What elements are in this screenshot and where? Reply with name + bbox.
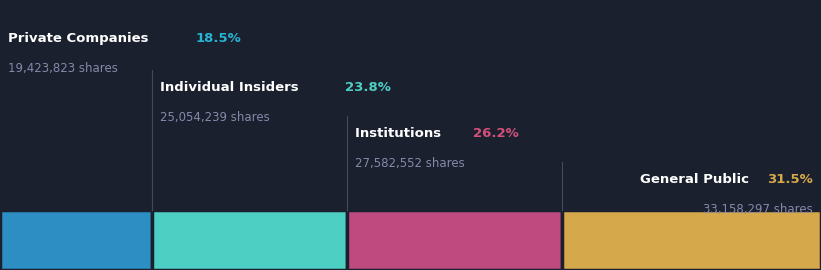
Text: 19,423,823 shares: 19,423,823 shares — [8, 62, 118, 75]
Text: 23.8%: 23.8% — [345, 81, 391, 94]
Text: Institutions: Institutions — [355, 127, 447, 140]
Bar — [347, 210, 562, 270]
Text: General Public: General Public — [640, 173, 754, 186]
Text: 18.5%: 18.5% — [195, 32, 241, 45]
Bar — [152, 210, 347, 270]
Text: 27,582,552 shares: 27,582,552 shares — [355, 157, 466, 170]
Text: Individual Insiders: Individual Insiders — [160, 81, 303, 94]
Bar — [0, 210, 152, 270]
Bar — [562, 210, 821, 270]
Text: 31.5%: 31.5% — [767, 173, 813, 186]
Text: Private Companies: Private Companies — [8, 32, 154, 45]
Text: 33,158,297 shares: 33,158,297 shares — [703, 202, 813, 215]
Text: 26.2%: 26.2% — [473, 127, 518, 140]
Text: 25,054,239 shares: 25,054,239 shares — [160, 111, 270, 124]
